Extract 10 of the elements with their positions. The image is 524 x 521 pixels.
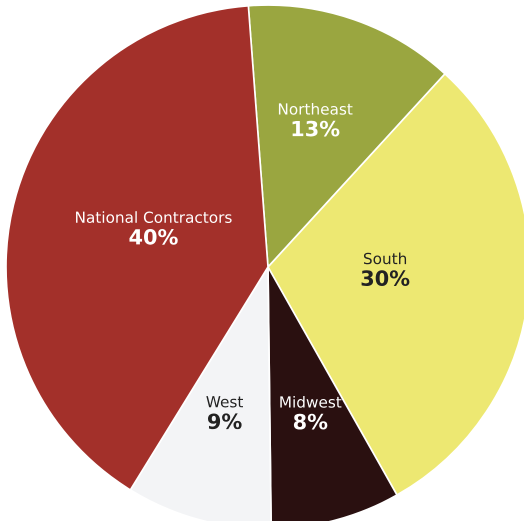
data-label: 13% <box>292 120 340 136</box>
slice-label: Midwest <box>280 396 342 408</box>
data-label: 8% <box>294 414 328 430</box>
slice-label: Northeast <box>278 102 353 115</box>
slice-label: National Contractors <box>76 211 232 224</box>
data-label: 9% <box>208 413 242 430</box>
data-label: 30% <box>362 270 410 286</box>
data-label: 40% <box>129 228 178 245</box>
slice-label: South <box>364 252 406 264</box>
slice-label: West <box>206 396 244 408</box>
